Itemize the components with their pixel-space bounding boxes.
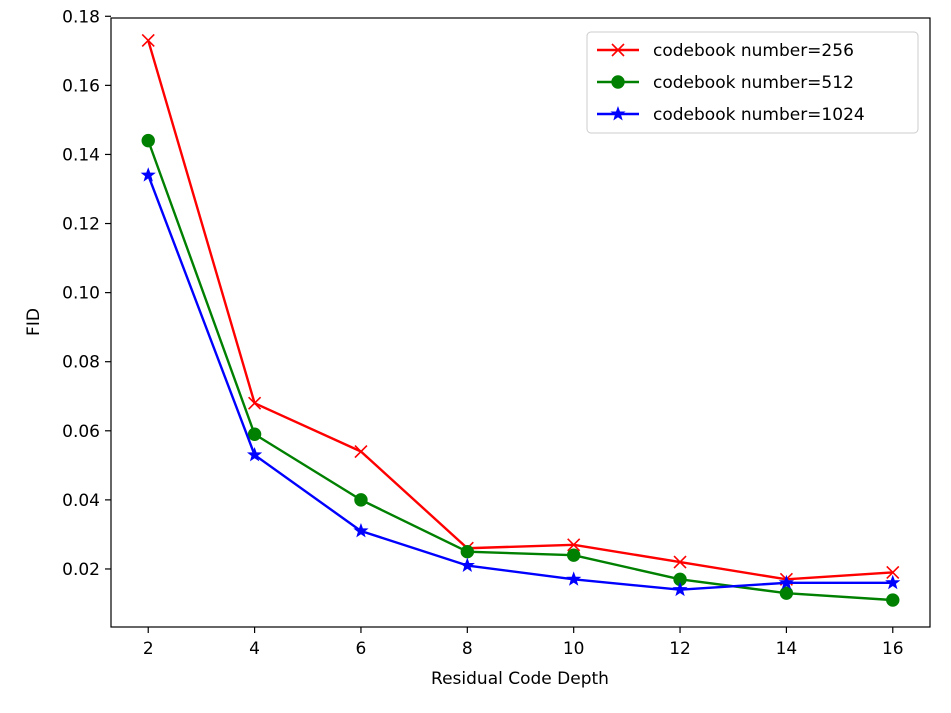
data-point: [566, 548, 581, 562]
x-axis-title: Residual Code Depth: [431, 669, 609, 689]
x-tick-label: 2: [143, 639, 154, 659]
series-codebook-number-512: [141, 133, 900, 607]
x-tick-label: 14: [776, 639, 798, 659]
data-point: [140, 167, 156, 182]
series-line: [147, 40, 893, 581]
y-tick-label: 0.08: [62, 353, 100, 373]
data-point: [141, 33, 155, 48]
x-tick-label: 4: [249, 639, 260, 659]
x-tick-label: 8: [462, 639, 473, 659]
y-axis: 0.02 0.04 0.06 0.08 0.10 0.12 0.14 0.16 0.18: [62, 7, 111, 580]
data-point: [672, 581, 688, 597]
data-point: [886, 565, 900, 579]
series-line: [147, 140, 893, 602]
series-layer: [140, 33, 901, 607]
y-axis-title: FID: [24, 308, 44, 336]
series-codebook-number-1024: [140, 167, 901, 597]
data-point: [247, 446, 263, 462]
data-point: [248, 396, 262, 410]
data-point: [779, 586, 794, 600]
legend-label: codebook number=256: [653, 41, 854, 61]
data-point: [566, 571, 582, 586]
data-point: [885, 574, 901, 590]
data-point: [886, 593, 900, 607]
legend-marker: [610, 106, 626, 121]
legend-entry: codebook number=256: [597, 41, 854, 61]
legend: codebook number=256 codebook number=512 co…: [586, 31, 919, 134]
data-point: [673, 555, 687, 569]
data-point: [567, 538, 581, 552]
plot-frame: [110, 17, 931, 628]
y-tick-label: 0.02: [62, 560, 100, 580]
y-tick-label: 0.18: [62, 7, 100, 27]
y-tick-label: 0.06: [62, 422, 100, 442]
x-axis: 2 4 6 8 10 12 14 16: [143, 627, 904, 659]
y-tick-label: 0.16: [62, 76, 100, 96]
legend-marker: [611, 75, 625, 89]
data-point: [141, 133, 155, 148]
x-tick-label: 6: [356, 639, 367, 659]
data-point: [460, 544, 475, 559]
x-tick-label: 12: [669, 639, 691, 659]
legend-entry: codebook number=1024: [597, 105, 865, 125]
data-point: [354, 493, 368, 507]
data-point: [459, 557, 475, 572]
legend-box: [586, 31, 919, 134]
legend-marker: [611, 43, 625, 57]
data-point: [778, 574, 794, 590]
x-tick-label: 10: [563, 639, 585, 659]
y-tick-label: 0.10: [62, 284, 100, 304]
legend-label: codebook number=1024: [653, 105, 865, 125]
x-tick-label: 16: [882, 639, 904, 659]
data-point: [354, 444, 368, 459]
y-tick-label: 0.14: [62, 145, 100, 165]
series-line: [147, 174, 893, 591]
legend-label: codebook number=512: [653, 73, 854, 93]
data-point: [247, 427, 262, 441]
data-point: [353, 522, 369, 538]
y-tick-label: 0.12: [62, 215, 100, 235]
y-tick-label: 0.04: [62, 491, 100, 511]
legend-entry: codebook number=512: [597, 73, 854, 93]
